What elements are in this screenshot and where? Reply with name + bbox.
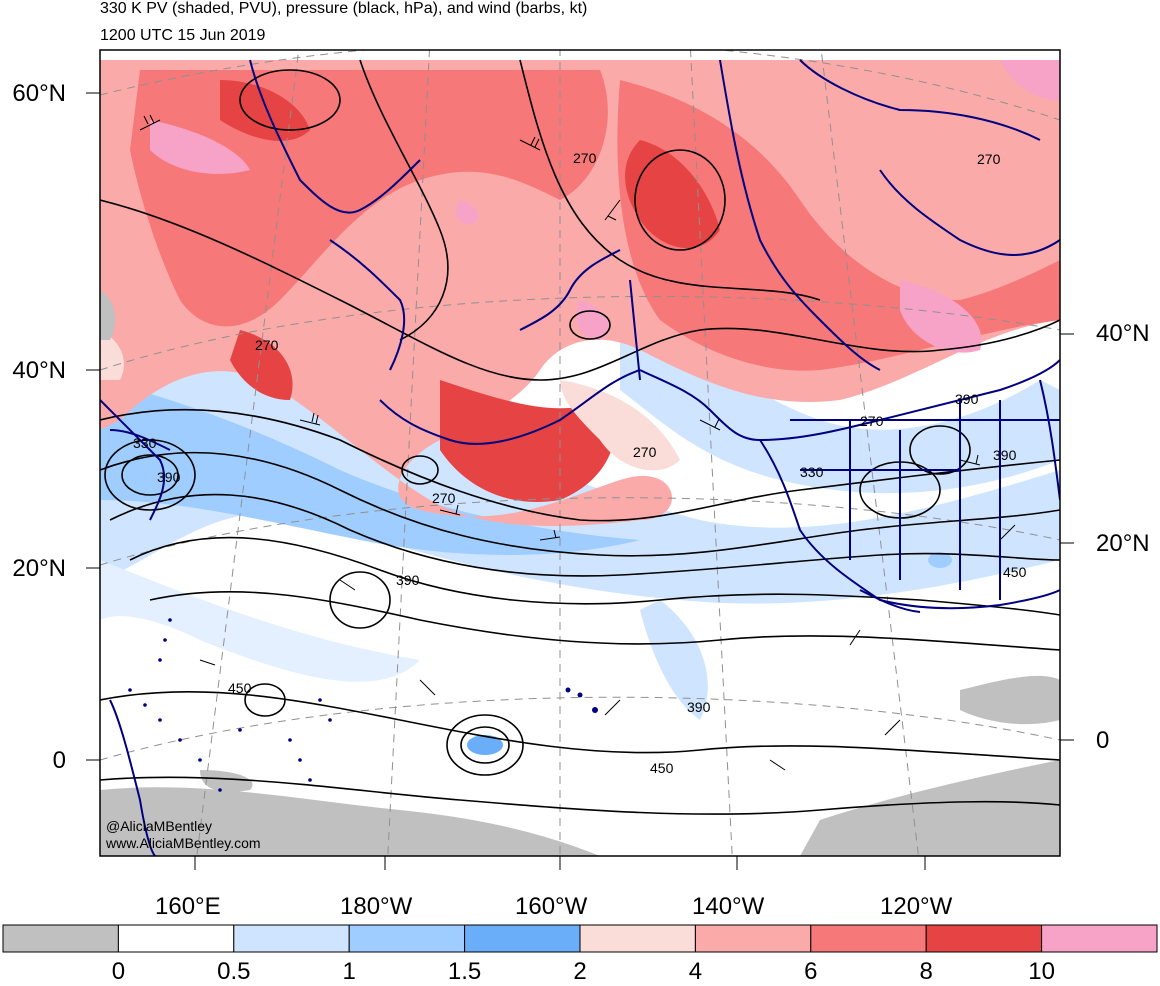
contour-label: 390 [396,572,420,588]
map-plot-area: 270 270 270 270 270 330 390 330 390 390 … [100,50,1060,856]
map-title: 330 K PV (shaded, PVU), pressure (black,… [100,0,588,17]
pv-map: 270 270 270 270 270 330 390 330 390 390 … [86,49,1074,870]
contour-label: 270 [432,490,456,506]
pv-colorbar [2,924,1158,953]
axis-ticks [86,92,1074,870]
colorbar-tick-label: 1 [342,958,356,985]
lon-label-180w: 180°W [340,893,413,920]
contour-label: 390 [687,699,711,715]
wind-barbs [139,114,1016,771]
colorbar-box [925,924,1043,953]
colorbar-box [117,924,235,953]
lat-label-20n: 20°N [12,555,66,582]
colorbar-tick-label: 0 [111,958,126,985]
lat-label-eq-right: 0 [1096,727,1110,754]
lon-label-160w: 160°W [515,893,588,920]
colorbar-box [348,924,466,953]
credit-website: www.AliciaMBentley.com [106,835,261,851]
coastlines [100,59,1060,856]
contour-label: 270 [255,337,279,353]
map-frame [99,49,1061,857]
contour-label: 450 [1003,564,1027,580]
colorbar-box [1041,924,1158,953]
contour-label: 270 [573,150,597,166]
contour-label: 390 [955,391,979,407]
colorbar-box [464,924,581,953]
colorbar-box [694,924,812,953]
colorbar-tick-label: 1.5 [447,958,482,985]
lat-label-20n-right: 20°N [1096,530,1150,557]
valid-time: 1200 UTC 15 Jun 2019 [100,27,266,44]
colorbar-tick-label: 2 [573,958,587,985]
lon-label-120w: 120°W [880,893,953,920]
colorbar-tick-label: 10 [1028,958,1055,985]
pv-shading-gray [100,290,1060,856]
colorbar-box [579,924,696,953]
contour-label: 270 [633,444,657,460]
colorbar-box [233,924,350,953]
contour-label: 330 [800,464,824,480]
contour-label: 450 [650,760,674,776]
colorbar-box [810,924,927,953]
lon-label-160e: 160°E [155,893,221,920]
contour-label: 450 [228,680,252,696]
contour-label: 270 [977,151,1001,167]
lat-label-60n: 60°N [12,80,66,107]
contour-label: 390 [993,447,1017,463]
lon-label-140w: 140°W [692,893,765,920]
credit-handle: @AliciaMBentley [106,818,213,834]
contour-label: 270 [860,413,884,429]
colorbar-tick-label: 0.5 [217,958,251,985]
contour-label: 330 [133,435,157,451]
colorbar-box [2,924,119,953]
colorbar-boxes [2,924,1158,953]
colorbar-tick-label: 6 [804,958,818,985]
lat-label-40n-right: 40°N [1096,320,1150,347]
lat-label-eq: 0 [52,747,66,774]
colorbar-tick-label: 4 [688,958,703,985]
pacific-islands [128,618,598,792]
lat-label-40n: 40°N [12,357,66,384]
contour-labels: 270 270 270 270 270 330 390 330 390 390 … [133,150,1027,776]
colorbar-tick-label: 8 [919,958,933,985]
pv-shading-red [100,60,1060,526]
contour-label: 390 [157,469,181,485]
graticule [100,50,1060,856]
